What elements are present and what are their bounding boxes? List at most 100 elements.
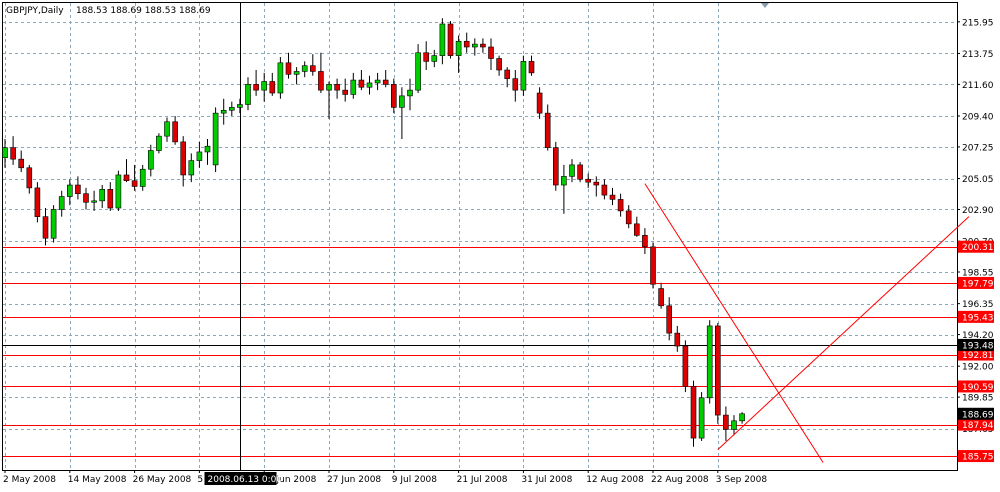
y-tick-label: 211.60 <box>962 81 994 91</box>
candle <box>309 54 316 76</box>
candle-body <box>309 65 316 72</box>
candle <box>504 67 511 88</box>
candle <box>390 78 397 114</box>
candle <box>739 412 745 424</box>
candle-body <box>180 141 186 176</box>
candle <box>148 144 154 177</box>
candle <box>156 133 162 154</box>
candle <box>196 141 203 168</box>
trendlines[interactable] <box>644 183 970 463</box>
candle <box>50 205 57 243</box>
x-tick-label: 2 May 2008 <box>3 475 56 485</box>
candle <box>552 141 559 191</box>
candle <box>42 208 49 246</box>
candle <box>237 98 243 114</box>
candle-body <box>18 158 25 169</box>
candle-body <box>26 167 33 189</box>
crosshair-price-label-bg <box>958 338 994 351</box>
crosshair-time-label: 2008.06.13 0:00 <box>204 472 283 485</box>
price-level-label-text: 190.59 <box>962 383 994 393</box>
candle-body <box>50 209 57 239</box>
candle-body <box>229 107 235 111</box>
candle-body <box>706 325 713 399</box>
candle-body <box>739 413 745 422</box>
candle <box>577 162 583 183</box>
chart-shift-marker-icon[interactable] <box>761 3 769 8</box>
candle <box>496 55 502 76</box>
candle-body <box>245 84 251 105</box>
x-tick-label: 12 Aug 2008 <box>586 475 644 485</box>
candle-body <box>139 168 146 187</box>
candle <box>2 139 8 168</box>
candle-body <box>520 61 527 91</box>
price-level-label-bg <box>958 348 994 361</box>
candle <box>212 107 219 173</box>
candle <box>520 55 527 96</box>
candle <box>18 150 25 173</box>
y-tick-label: 213.75 <box>962 50 994 60</box>
candle <box>666 297 673 341</box>
candle-body <box>58 196 65 210</box>
candle <box>682 340 689 393</box>
candle <box>569 159 575 183</box>
candle-body <box>204 145 211 153</box>
candle <box>67 179 73 206</box>
candle <box>220 98 227 125</box>
candle-body <box>342 89 349 95</box>
candle-body <box>83 193 89 203</box>
candle-body <box>625 210 632 225</box>
candle-body <box>723 414 729 430</box>
candle <box>471 38 478 56</box>
candle <box>633 216 640 237</box>
candle-body <box>350 79 357 95</box>
candle-body <box>67 184 73 197</box>
candle-body <box>334 84 340 91</box>
x-tick-label: 17 Jun 2008 <box>262 475 316 485</box>
candle <box>188 153 195 183</box>
candle-body <box>42 216 49 239</box>
candle <box>528 55 535 76</box>
candle-body <box>439 23 446 56</box>
price-level-label: 190.59 <box>958 380 994 393</box>
candle <box>512 70 519 102</box>
candle-body <box>463 40 470 48</box>
candle-body <box>633 223 640 236</box>
candle <box>382 70 389 88</box>
candle-body <box>237 104 243 108</box>
candle-body <box>148 150 154 170</box>
candle <box>293 67 300 85</box>
candle-body <box>196 151 203 161</box>
candle-body <box>561 176 567 186</box>
candle-body <box>188 160 195 176</box>
price-level-label-text: 200.31 <box>962 243 994 253</box>
y-tick-label: 205.05 <box>962 175 994 185</box>
candle-body <box>253 84 259 91</box>
y-tick-label: 215.95 <box>962 18 994 28</box>
candle-body <box>399 95 405 108</box>
candle <box>229 101 235 117</box>
candle-body <box>423 52 430 62</box>
price-level-label-text: 195.43 <box>962 313 994 323</box>
candle <box>561 164 567 214</box>
price-level-lines[interactable] <box>3 247 957 457</box>
price-level-label: 200.31 <box>958 240 994 253</box>
candle-body <box>617 199 624 212</box>
candle-body <box>682 345 689 387</box>
candle-body <box>382 79 389 85</box>
candle <box>714 323 721 424</box>
crosshair <box>3 3 957 470</box>
candle-body <box>374 79 381 84</box>
candle <box>26 164 33 194</box>
candle <box>83 187 89 210</box>
candle-body <box>164 121 170 137</box>
y-tick-label: 202.90 <box>962 206 994 216</box>
x-tick-label: 22 Aug 2008 <box>651 475 709 485</box>
candle-body <box>285 62 292 75</box>
candle-body <box>172 121 178 143</box>
candle <box>318 52 324 94</box>
crosshair-time-text: 2008.06.13 0:00 <box>208 475 283 485</box>
candle-body <box>301 65 308 72</box>
